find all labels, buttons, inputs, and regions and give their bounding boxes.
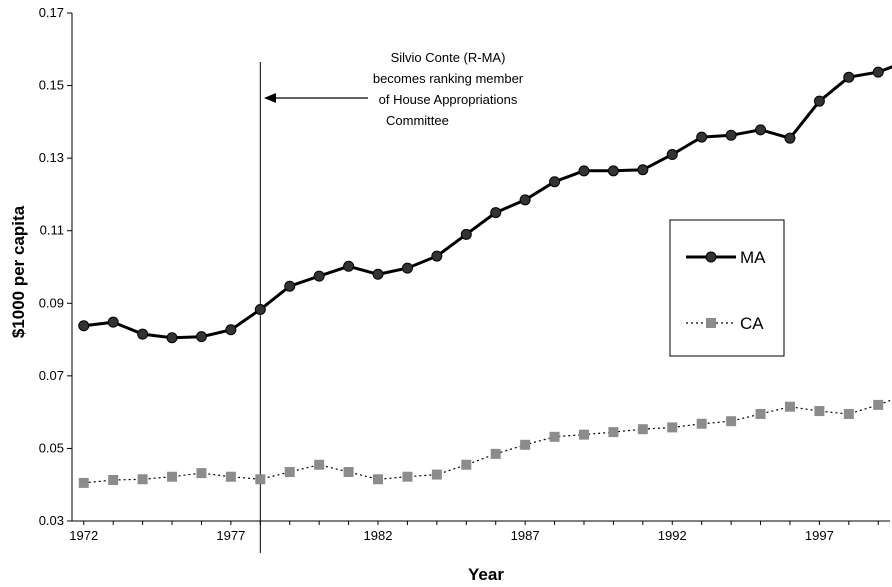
y-tick-label: 0.17 bbox=[39, 5, 64, 20]
data-point-ma bbox=[226, 325, 236, 335]
data-point-ma bbox=[814, 96, 824, 106]
legend-label-ma: MA bbox=[740, 248, 766, 267]
data-point-ma bbox=[373, 269, 383, 279]
data-point-ca bbox=[108, 475, 118, 485]
data-point-ma bbox=[550, 177, 560, 187]
data-point-ma bbox=[344, 261, 354, 271]
data-point-ca bbox=[138, 474, 148, 484]
x-tick-label: 1977 bbox=[216, 528, 245, 543]
data-point-ma bbox=[844, 72, 854, 82]
data-point-ca bbox=[491, 449, 501, 459]
data-point-ca bbox=[785, 402, 795, 412]
data-point-ma bbox=[285, 281, 295, 291]
data-point-ca bbox=[167, 472, 177, 482]
data-point-ma bbox=[726, 130, 736, 140]
y-axis-title: $1000 per capita bbox=[9, 205, 28, 338]
annotation-text-line-1: Silvio Conte (R-MA) bbox=[391, 50, 506, 65]
y-tick-label: 0.05 bbox=[39, 440, 64, 455]
data-point-ca bbox=[520, 440, 530, 450]
data-point-ma bbox=[520, 195, 530, 205]
data-point-ma bbox=[432, 251, 442, 261]
y-tick-label: 0.15 bbox=[39, 78, 64, 93]
x-axis-title: Year bbox=[468, 565, 504, 584]
data-point-ca bbox=[432, 470, 442, 480]
y-tick-label: 0.07 bbox=[39, 368, 64, 383]
data-point-ma bbox=[608, 166, 618, 176]
x-tick-label: 1982 bbox=[364, 528, 393, 543]
data-point-ca bbox=[814, 406, 824, 416]
data-point-ca bbox=[579, 430, 589, 440]
legend-marker-ca bbox=[706, 318, 716, 328]
data-point-ma bbox=[196, 332, 206, 342]
legend-label-ca: CA bbox=[740, 314, 764, 333]
data-point-ca bbox=[373, 474, 383, 484]
data-point-ca bbox=[756, 409, 766, 419]
data-point-ca bbox=[638, 424, 648, 434]
annotation-arrowhead bbox=[264, 93, 276, 103]
data-point-ma bbox=[255, 304, 265, 314]
data-point-ca bbox=[344, 467, 354, 477]
data-point-ca bbox=[79, 478, 89, 488]
data-point-ca bbox=[285, 467, 295, 477]
data-point-ca bbox=[697, 419, 707, 429]
data-point-ma bbox=[756, 125, 766, 135]
x-ticks: 1972 1977 1982 1987 1992 1997 bbox=[69, 521, 878, 543]
annotation-text-line-2: becomes ranking member bbox=[373, 71, 524, 86]
data-point-ma bbox=[697, 132, 707, 142]
annotation-text-line-4: Committee bbox=[386, 113, 449, 128]
data-point-ma bbox=[79, 321, 89, 331]
x-tick-label: 1972 bbox=[69, 528, 98, 543]
y-ticks: 0.03 0.05 0.07 0.09 0.11 0.13 0.15 0.17 bbox=[39, 5, 72, 528]
data-point-ca bbox=[255, 474, 265, 484]
data-point-ma bbox=[167, 333, 177, 343]
legend: MA CA bbox=[670, 220, 784, 356]
data-point-ca bbox=[226, 472, 236, 482]
data-point-ma bbox=[785, 133, 795, 143]
data-point-ca bbox=[608, 427, 618, 437]
data-point-ma bbox=[638, 165, 648, 175]
x-tick-label: 1997 bbox=[805, 528, 834, 543]
data-point-ca bbox=[667, 422, 677, 432]
data-point-ma bbox=[138, 329, 148, 339]
data-point-ca bbox=[550, 432, 560, 442]
data-point-ma bbox=[402, 263, 412, 273]
x-tick-label: 1992 bbox=[658, 528, 687, 543]
y-tick-label: 0.11 bbox=[40, 223, 64, 238]
x-tick-label: 1987 bbox=[511, 528, 540, 543]
data-point-ma bbox=[579, 166, 589, 176]
data-point-ca bbox=[873, 400, 883, 410]
legend-box bbox=[670, 220, 784, 356]
data-point-ma bbox=[491, 208, 501, 218]
annotation: Silvio Conte (R-MA) becomes ranking memb… bbox=[260, 50, 523, 553]
data-point-ca bbox=[844, 409, 854, 419]
data-point-ca bbox=[726, 416, 736, 426]
data-point-ma bbox=[314, 271, 324, 281]
data-point-ma bbox=[461, 229, 471, 239]
legend-marker-ma bbox=[706, 252, 716, 262]
data-point-ca bbox=[314, 460, 324, 470]
annotation-text-line-3: of House Appropriations bbox=[379, 92, 518, 107]
data-point-ma bbox=[667, 150, 677, 160]
data-point-ma bbox=[108, 317, 118, 327]
y-tick-label: 0.13 bbox=[39, 150, 64, 165]
data-point-ma bbox=[873, 67, 883, 77]
y-tick-label: 0.03 bbox=[39, 513, 64, 528]
data-point-ca bbox=[196, 468, 206, 478]
data-point-ca bbox=[461, 460, 471, 470]
data-point-ca bbox=[402, 472, 412, 482]
y-tick-label: 0.09 bbox=[39, 295, 64, 310]
